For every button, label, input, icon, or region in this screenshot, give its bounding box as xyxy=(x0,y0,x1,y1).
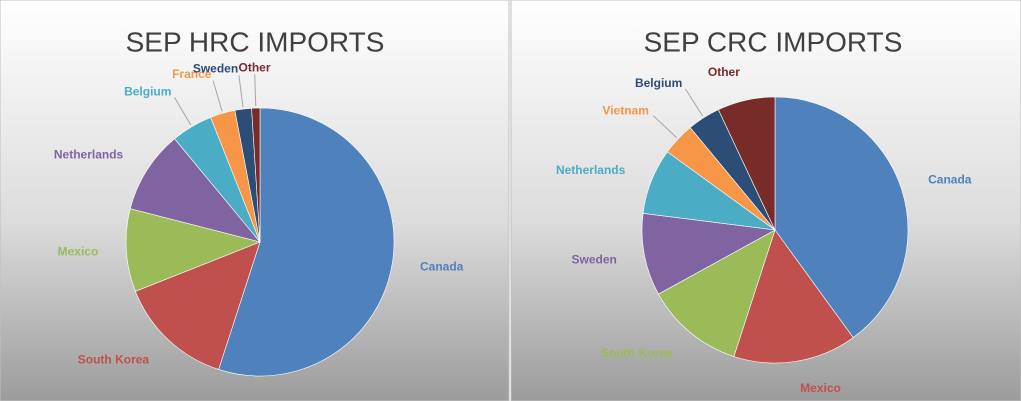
slice-label: South Korea xyxy=(78,352,150,366)
pie-slice xyxy=(658,229,776,357)
pie-slice xyxy=(733,229,854,364)
slice-label: Vietnam xyxy=(602,104,648,118)
slice-label: Canada xyxy=(420,260,464,274)
chart-title: SEP HRC IMPORTS xyxy=(126,26,385,57)
slice-label: Other xyxy=(239,60,271,74)
slice-label: Netherlands xyxy=(54,147,124,161)
leader-line xyxy=(254,74,257,107)
pie-slice xyxy=(774,96,909,339)
leader-line xyxy=(238,75,244,108)
slice-label: South Korea xyxy=(601,346,673,360)
pie-slice xyxy=(641,212,776,295)
slice-label: Other xyxy=(708,65,740,79)
slice-label: Mexico xyxy=(58,244,99,258)
slice-label: Canada xyxy=(928,172,972,186)
pie-slice xyxy=(251,107,261,243)
leader-line xyxy=(652,115,677,138)
chart-title: SEP CRC IMPORTS xyxy=(644,26,903,57)
leader-line xyxy=(685,88,704,117)
pie-slice xyxy=(125,208,261,292)
slice-label: Belgium xyxy=(635,76,682,90)
slice-label: France xyxy=(172,67,212,81)
slice-label: Mexico xyxy=(800,381,841,395)
slice-label: Netherlands xyxy=(556,163,626,177)
slice-label: Sweden xyxy=(571,252,616,266)
leader-line xyxy=(212,80,223,112)
pie-slice xyxy=(218,107,395,377)
pie-slice xyxy=(717,96,776,231)
pie-slice xyxy=(135,241,261,370)
pie-slice xyxy=(129,138,261,243)
leader-line xyxy=(174,97,192,126)
slice-label: Sweden xyxy=(193,62,238,76)
slice-label: Belgium xyxy=(124,84,171,98)
